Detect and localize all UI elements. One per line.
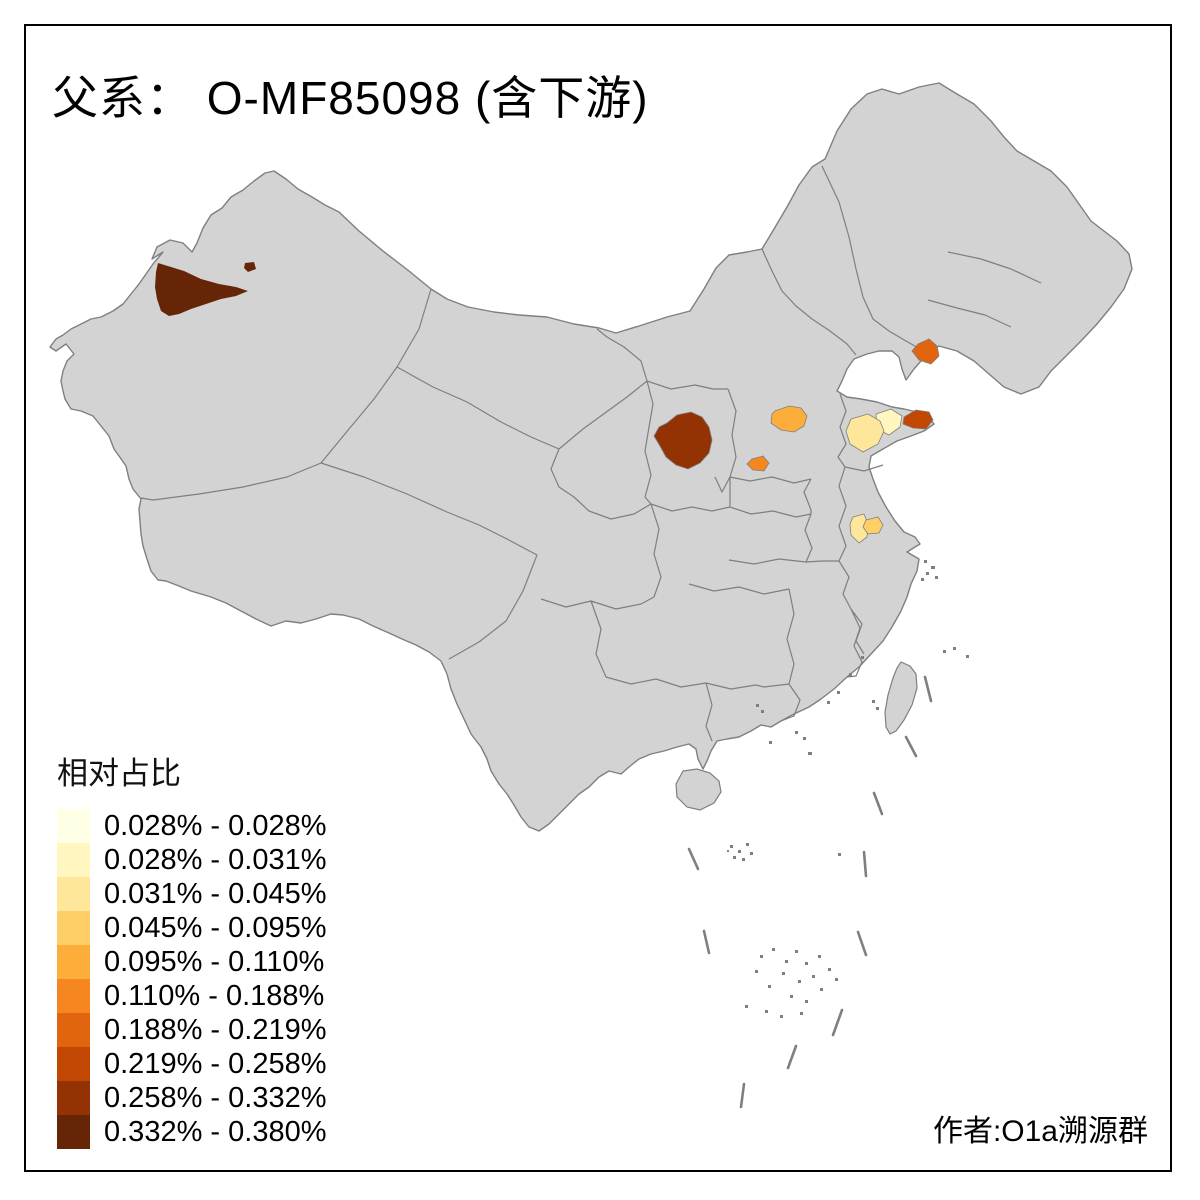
legend-row: 0.188% - 0.219% <box>57 1013 326 1047</box>
legend-row: 0.045% - 0.095% <box>57 911 326 945</box>
attribution: 作者:O1a溯源群 <box>932 1115 1148 1148</box>
legend-swatch <box>57 1013 90 1047</box>
region-shanxi-south <box>746 455 770 472</box>
highlighted-regions <box>155 262 940 544</box>
region-liaoning-central <box>911 338 940 365</box>
region-xinjiang-west <box>155 263 248 316</box>
island-dots <box>727 560 969 1018</box>
legend-swatch <box>57 809 90 843</box>
region-jiangsu-west <box>849 513 869 544</box>
legend-swatch <box>57 1115 90 1149</box>
legend-label: 0.332% - 0.380% <box>104 1116 327 1148</box>
nine-dash-line <box>687 675 933 1109</box>
legend-label: 0.045% - 0.095% <box>104 912 327 944</box>
region-xinjiang-west-enclave <box>244 262 256 272</box>
legend-swatch <box>57 877 90 911</box>
legend-swatch <box>57 1081 90 1115</box>
legend-label: 0.031% - 0.045% <box>104 878 327 910</box>
legend-title: 相对占比 <box>57 756 181 791</box>
legend-label: 0.028% - 0.031% <box>104 844 327 876</box>
legend-label: 0.028% - 0.028% <box>104 810 327 842</box>
region-shanxi-central <box>653 411 713 470</box>
mainland-outline <box>49 82 1133 832</box>
region-jiangsu-east <box>862 516 884 535</box>
legend-label: 0.188% - 0.219% <box>104 1014 327 1046</box>
legend-label: 0.110% - 0.188% <box>104 980 325 1012</box>
legend-row: 0.110% - 0.188% <box>57 979 326 1013</box>
province-borders <box>140 165 1042 742</box>
legend-row: 0.219% - 0.258% <box>57 1047 326 1081</box>
legend-row: 0.031% - 0.045% <box>57 877 326 911</box>
hainan-island <box>675 768 722 811</box>
legend-label: 0.258% - 0.332% <box>104 1082 327 1114</box>
legend-row: 0.332% - 0.380% <box>57 1115 326 1149</box>
legend-label: 0.095% - 0.110% <box>104 946 325 978</box>
legend-swatch <box>57 979 90 1013</box>
region-beijing <box>770 405 808 433</box>
legend-row: 0.028% - 0.031% <box>57 843 326 877</box>
legend-row: 0.095% - 0.110% <box>57 945 326 979</box>
taiwan-island <box>884 661 918 735</box>
legend-swatch <box>57 1047 90 1081</box>
legend-swatch <box>57 843 90 877</box>
page-title: 父系： O-MF85098 (含下游) <box>52 72 649 124</box>
legend-row: 0.258% - 0.332% <box>57 1081 326 1115</box>
legend-swatch <box>57 911 90 945</box>
legend: 相对占比 0.028% - 0.028% 0.028% - 0.031% 0.0… <box>57 748 326 1149</box>
legend-label: 0.219% - 0.258% <box>104 1048 327 1080</box>
legend-row: 0.028% - 0.028% <box>57 809 326 843</box>
region-shandong-tip <box>902 409 934 430</box>
legend-swatch <box>57 945 90 979</box>
region-shandong-west <box>845 413 885 453</box>
